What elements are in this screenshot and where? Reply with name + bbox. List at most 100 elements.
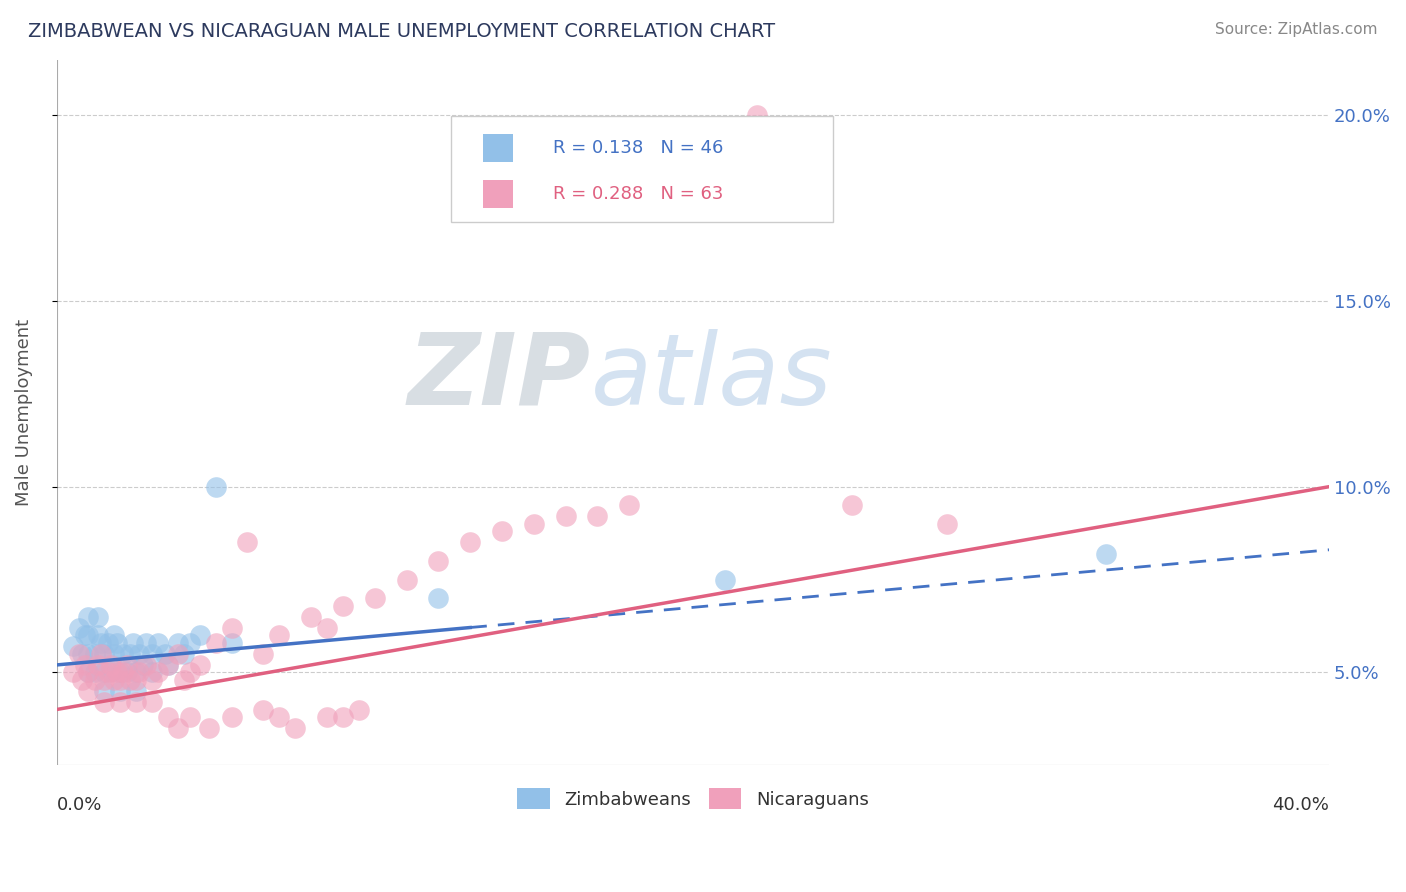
Point — [77, 628, 100, 642]
Point — [128, 647, 150, 661]
Point — [96, 635, 118, 649]
Point — [523, 516, 546, 531]
Point — [299, 609, 322, 624]
Point — [156, 710, 179, 724]
Point — [83, 673, 105, 687]
Point — [316, 710, 339, 724]
Point — [427, 591, 450, 606]
Point — [93, 647, 115, 661]
Point — [122, 635, 145, 649]
Point — [586, 509, 609, 524]
Point — [141, 695, 163, 709]
Point — [135, 635, 157, 649]
Point — [125, 684, 148, 698]
Point — [252, 702, 274, 716]
Point — [166, 721, 188, 735]
Point — [284, 721, 307, 735]
Point — [713, 573, 735, 587]
Point — [141, 673, 163, 687]
Point — [221, 710, 243, 724]
Point — [332, 599, 354, 613]
Point — [156, 657, 179, 672]
Point — [141, 647, 163, 661]
Point — [100, 657, 122, 672]
Point — [103, 673, 125, 687]
Point — [125, 665, 148, 680]
Text: Source: ZipAtlas.com: Source: ZipAtlas.com — [1215, 22, 1378, 37]
Point — [125, 695, 148, 709]
Point — [75, 657, 97, 672]
Point — [77, 609, 100, 624]
Legend: Zimbabweans, Nicaraguans: Zimbabweans, Nicaraguans — [510, 780, 876, 816]
Point — [221, 621, 243, 635]
Point — [179, 710, 201, 724]
Point — [112, 665, 135, 680]
Point — [204, 480, 226, 494]
Text: R = 0.138   N = 46: R = 0.138 N = 46 — [553, 139, 723, 157]
Point — [70, 647, 93, 661]
Point — [93, 665, 115, 680]
Point — [112, 647, 135, 661]
Point — [135, 657, 157, 672]
Point — [93, 673, 115, 687]
Point — [70, 673, 93, 687]
Point — [554, 509, 576, 524]
Point — [204, 635, 226, 649]
Point — [332, 710, 354, 724]
Point — [153, 647, 176, 661]
Point — [103, 628, 125, 642]
FancyBboxPatch shape — [482, 179, 513, 208]
Point — [458, 535, 481, 549]
Text: 0.0%: 0.0% — [56, 796, 103, 814]
Point — [87, 628, 110, 642]
Point — [252, 647, 274, 661]
Point — [395, 573, 418, 587]
Point — [83, 665, 105, 680]
Point — [166, 647, 188, 661]
Point — [96, 665, 118, 680]
Point — [83, 647, 105, 661]
Point — [179, 665, 201, 680]
Y-axis label: Male Unemployment: Male Unemployment — [15, 318, 32, 506]
Point — [110, 684, 132, 698]
Point — [745, 108, 768, 122]
Point — [105, 635, 128, 649]
Point — [491, 524, 513, 539]
Point — [125, 673, 148, 687]
Point — [62, 665, 84, 680]
Text: 40.0%: 40.0% — [1272, 796, 1329, 814]
Point — [841, 498, 863, 512]
FancyBboxPatch shape — [451, 116, 832, 222]
Text: atlas: atlas — [591, 328, 832, 425]
Point — [110, 665, 132, 680]
Point — [619, 498, 641, 512]
Point — [148, 665, 170, 680]
Point — [93, 684, 115, 698]
Point — [347, 702, 370, 716]
Point — [364, 591, 387, 606]
Point — [1095, 547, 1118, 561]
Point — [87, 657, 110, 672]
Text: ZIP: ZIP — [408, 328, 591, 425]
Point — [179, 635, 201, 649]
Point — [148, 635, 170, 649]
Point — [103, 647, 125, 661]
Point — [67, 621, 90, 635]
Point — [90, 635, 112, 649]
Point — [173, 673, 195, 687]
Point — [77, 647, 100, 661]
Point — [93, 695, 115, 709]
Point — [156, 657, 179, 672]
Point — [87, 609, 110, 624]
Point — [118, 673, 141, 687]
Point — [118, 647, 141, 661]
Point — [166, 635, 188, 649]
Point — [110, 695, 132, 709]
Point — [131, 657, 153, 672]
Point — [173, 647, 195, 661]
Point — [90, 647, 112, 661]
Point — [77, 665, 100, 680]
Point — [115, 665, 138, 680]
Point — [141, 665, 163, 680]
Point — [110, 673, 132, 687]
